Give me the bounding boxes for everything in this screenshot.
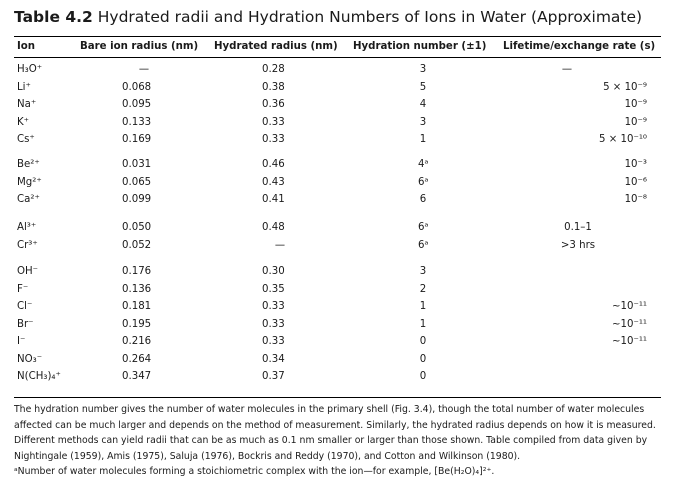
cell-lifetime: 0.1–1 xyxy=(564,222,592,233)
cell-lifetime: ~10⁻¹¹ xyxy=(611,318,647,330)
cell-ion: NO₃⁻ xyxy=(17,353,43,365)
cell-lifetime: ~10⁻¹¹ xyxy=(611,301,647,312)
cell-hydrated-radius: 0.33 xyxy=(262,116,285,128)
cell-bare-radius: 0.169 xyxy=(122,134,152,145)
cell-hydration-number: 6ᵃ xyxy=(418,176,429,188)
cell-hydrated-radius: 0.33 xyxy=(262,301,285,312)
cell-hydration-number: 6ᵃ xyxy=(418,239,429,251)
cell-hydrated-radius: 0.48 xyxy=(262,222,285,233)
cell-lifetime: — xyxy=(561,64,573,75)
cell-lifetime: 10⁻⁹ xyxy=(624,99,647,110)
cell-bare-radius: 0.216 xyxy=(122,336,152,347)
cell-hydration-number: 1 xyxy=(419,134,427,145)
cell-ion: Be²⁺ xyxy=(17,159,40,170)
cell-hydrated-radius: 0.43 xyxy=(262,176,285,188)
cell-ion: Cl⁻ xyxy=(17,301,33,312)
cell-hydration-number: 4 xyxy=(419,99,427,110)
cell-hydration-number: 0 xyxy=(419,371,427,382)
table-title: Table 4.2 Hydrated radii and Hydration N… xyxy=(14,8,642,26)
cell-bare-radius: 0.176 xyxy=(122,266,152,277)
cell-lifetime: 5 × 10⁻¹⁰ xyxy=(598,134,647,145)
cell-ion: Al³⁺ xyxy=(17,222,37,233)
top-rule xyxy=(14,36,661,37)
cell-hydrated-radius: 0.34 xyxy=(262,353,285,365)
cell-bare-radius: — xyxy=(138,64,150,75)
cell-hydration-number: 5 xyxy=(419,81,427,93)
footnote-a: ᵃNumber of water molecules forming a sto… xyxy=(14,466,495,478)
cell-ion: H₃O⁺ xyxy=(17,64,43,75)
cell-hydrated-radius: 0.38 xyxy=(262,81,285,93)
cell-ion: I⁻ xyxy=(17,336,26,347)
table-number: Table 4.2 xyxy=(14,8,93,26)
cell-hydration-number: 0 xyxy=(419,336,427,347)
cell-bare-radius: 0.195 xyxy=(122,318,152,330)
cell-bare-radius: 0.136 xyxy=(122,283,152,295)
cell-hydration-number: 3 xyxy=(419,266,427,277)
cell-lifetime: >3 hrs xyxy=(560,239,596,251)
cell-ion: Ca²⁺ xyxy=(17,194,40,205)
cell-hydration-number: 4ᵃ xyxy=(418,159,429,170)
header-rule xyxy=(14,57,661,58)
cell-ion: Mg²⁺ xyxy=(17,176,42,188)
cell-bare-radius: 0.031 xyxy=(122,159,152,170)
cell-bare-radius: 0.050 xyxy=(122,222,152,233)
cell-hydration-number: 0 xyxy=(419,353,427,365)
cell-hydration-number: 1 xyxy=(419,301,427,312)
table-caption: Hydrated radii and Hydration Numbers of … xyxy=(97,8,643,26)
header-bare-radius: Bare ion radius (nm) xyxy=(80,41,199,52)
cell-bare-radius: 0.068 xyxy=(122,81,152,93)
cell-hydrated-radius: 0.41 xyxy=(262,194,285,205)
footnote-main: The hydration number gives the number of… xyxy=(14,404,656,462)
cell-lifetime: 5 × 10⁻⁹ xyxy=(603,81,647,93)
cell-hydrated-radius: 0.46 xyxy=(262,159,285,170)
cell-bare-radius: 0.347 xyxy=(122,371,152,382)
cell-hydrated-radius: 0.30 xyxy=(262,266,285,277)
cell-ion: Na⁺ xyxy=(17,99,37,110)
header-hydration-number: Hydration number (±1) xyxy=(353,41,487,52)
cell-bare-radius: 0.065 xyxy=(122,176,152,188)
cell-hydrated-radius: 0.37 xyxy=(262,371,285,382)
cell-ion: Li⁺ xyxy=(17,81,31,93)
cell-hydrated-radius: 0.35 xyxy=(262,283,285,295)
header-lifetime: Lifetime/exchange rate (s) xyxy=(503,41,656,52)
cell-hydration-number: 3 xyxy=(419,116,427,128)
cell-hydrated-radius: — xyxy=(274,239,286,251)
cell-ion: OH⁻ xyxy=(17,266,39,277)
header-hydrated-radius: Hydrated radius (nm) xyxy=(214,41,338,52)
header-ion: Ion xyxy=(17,41,36,52)
cell-bare-radius: 0.095 xyxy=(122,99,152,110)
cell-lifetime: ~10⁻¹¹ xyxy=(611,336,647,347)
cell-hydration-number: 6ᵃ xyxy=(418,222,429,233)
cell-ion: F⁻ xyxy=(17,283,29,295)
cell-lifetime: 10⁻⁹ xyxy=(624,116,647,128)
cell-ion: K⁺ xyxy=(17,116,30,128)
cell-bare-radius: 0.181 xyxy=(122,301,152,312)
cell-hydrated-radius: 0.33 xyxy=(262,318,285,330)
cell-hydration-number: 1 xyxy=(419,318,427,330)
cell-hydrated-radius: 0.28 xyxy=(262,64,285,75)
bottom-rule xyxy=(14,397,661,398)
cell-lifetime: 10⁻³ xyxy=(624,159,647,170)
cell-hydration-number: 6 xyxy=(419,194,427,205)
cell-ion: N(CH₃)₄⁺ xyxy=(17,371,61,382)
cell-hydration-number: 2 xyxy=(419,283,427,295)
cell-hydrated-radius: 0.36 xyxy=(262,99,285,110)
cell-hydrated-radius: 0.33 xyxy=(262,134,285,145)
cell-hydration-number: 3 xyxy=(419,64,427,75)
cell-ion: Cs⁺ xyxy=(17,134,35,145)
cell-lifetime: 10⁻⁶ xyxy=(624,176,647,188)
table-footnotes: The hydration number gives the number of… xyxy=(14,402,664,480)
cell-ion: Cr³⁺ xyxy=(17,239,38,251)
cell-bare-radius: 0.099 xyxy=(122,194,152,205)
cell-bare-radius: 0.133 xyxy=(122,116,152,128)
cell-hydrated-radius: 0.33 xyxy=(262,336,285,347)
cell-bare-radius: 0.264 xyxy=(122,353,152,365)
cell-lifetime: 10⁻⁸ xyxy=(624,194,647,205)
cell-bare-radius: 0.052 xyxy=(122,239,152,251)
cell-ion: Br⁻ xyxy=(17,318,34,330)
